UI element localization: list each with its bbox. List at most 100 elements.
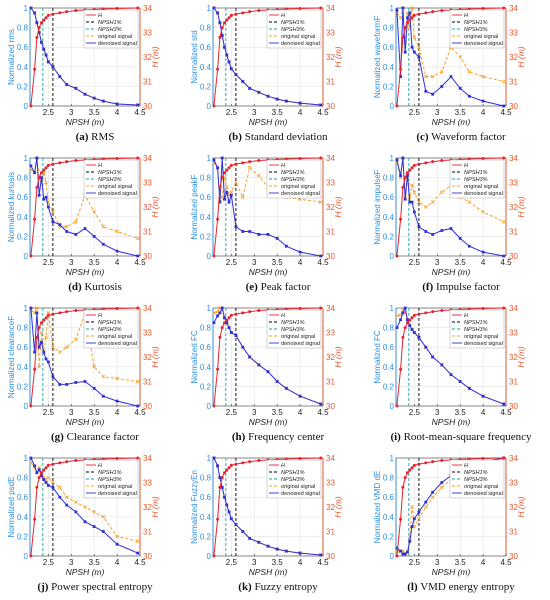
h-curve-point xyxy=(58,161,62,165)
denoised-signal-point xyxy=(220,486,224,489)
denoised-signal-point xyxy=(58,75,62,78)
y-axis-label: Normalized rms xyxy=(7,29,16,85)
denoised-signal-point xyxy=(227,60,231,64)
y2-axis-label: H (m) xyxy=(150,496,160,517)
y2-tick-label: 31 xyxy=(509,378,518,387)
caption-text: Frequency center xyxy=(245,431,324,443)
legend-entry: NPSH3% xyxy=(281,327,305,333)
denoised-signal-point xyxy=(225,190,229,194)
denoised-signal-point xyxy=(275,236,279,240)
h-curve-point xyxy=(319,456,323,460)
y-tick-label: 0.8 xyxy=(200,24,212,33)
y-tick-label: 0 xyxy=(390,102,395,111)
original-signal-point xyxy=(234,180,238,185)
denoised-signal-point xyxy=(220,34,224,37)
original-signal-point xyxy=(430,495,435,500)
h-curve-point xyxy=(284,457,288,461)
y2-axis-label: H (m) xyxy=(333,496,343,517)
h-curve-point xyxy=(222,21,226,25)
denoised-signal-point xyxy=(40,474,43,478)
h-curve-point xyxy=(44,166,48,170)
denoised-signal-point xyxy=(218,476,222,479)
denoised-signal-point xyxy=(74,381,78,384)
y-tick-label: 0.8 xyxy=(383,324,395,333)
denoised-signal-point xyxy=(257,90,261,94)
h-curve-point xyxy=(220,176,224,180)
h-curve-point xyxy=(216,217,220,221)
denoised-signal-point xyxy=(44,357,48,361)
subplot-9: 2.5 3 3.5 4 4.5 0 0.2 0.4 0.6 0.8 1 30 31 32 33 34 NPSH … xyxy=(373,304,532,443)
legend-entry: NPSH1% xyxy=(98,470,122,476)
denoised-signal-point xyxy=(410,525,414,528)
denoised-signal-point xyxy=(223,495,226,499)
y2-tick-label: 32 xyxy=(509,503,518,512)
h-curve-point xyxy=(39,471,43,475)
legend-entry: NPSH1% xyxy=(464,20,488,26)
legend-entry: NPSH3% xyxy=(281,477,305,483)
denoised-signal-point xyxy=(65,383,69,386)
denoised-signal-point xyxy=(257,363,261,367)
h-curve-point xyxy=(481,6,485,10)
h-curve-point xyxy=(33,517,37,521)
h-curve-point xyxy=(136,456,140,460)
denoised-signal-point xyxy=(481,394,485,398)
h-curve-point xyxy=(222,471,226,475)
y-tick-label: 0.8 xyxy=(17,474,29,483)
denoised-signal-point xyxy=(92,386,96,390)
h-curve-point xyxy=(51,12,55,16)
h-curve-point xyxy=(58,311,62,315)
x-tick-label: 4 xyxy=(115,558,120,567)
y2-tick-label: 34 xyxy=(509,154,518,163)
y-tick-label: 0 xyxy=(24,402,29,411)
caption-text: Impulse factor xyxy=(433,281,500,293)
x-tick-label: 4 xyxy=(115,258,120,267)
x-axis-label: NPSH (m) xyxy=(432,567,471,577)
y-axis-label: Normalized FC xyxy=(190,330,199,384)
y-tick-label: 0.2 xyxy=(383,382,395,391)
x-axis-label: NPSH (m) xyxy=(249,267,288,277)
x-tick-label: 2.5 xyxy=(43,258,55,267)
denoised-signal-point xyxy=(42,350,46,354)
denoised-signal-point xyxy=(234,225,238,228)
denoised-signal-point xyxy=(410,328,414,331)
denoised-signal-point xyxy=(467,94,471,98)
subplot-4: 2.5 3 3.5 4 4.5 0 0.2 0.4 0.6 0.8 1 30 31 32 33 34 NPSH … xyxy=(7,154,160,293)
denoised-signal-point xyxy=(440,363,444,367)
original-signal-point xyxy=(51,345,55,350)
y2-tick-label: 30 xyxy=(326,252,335,261)
x-tick-label: 4.5 xyxy=(317,408,329,417)
y2-tick-label: 33 xyxy=(326,29,335,38)
subplot-11: 2.5 3 3.5 4 4.5 0 0.2 0.4 0.6 0.8 1 30 31 32 33 34 NPSH … xyxy=(190,454,343,593)
y2-tick-label: 32 xyxy=(326,203,335,212)
h-curve-point xyxy=(37,26,41,30)
denoised-signal-point xyxy=(218,21,222,25)
legend-entry: original signal xyxy=(98,334,132,340)
h-curve-point xyxy=(424,11,428,15)
h-curve-point xyxy=(431,310,435,314)
legend-entry: NPSH1% xyxy=(281,320,305,326)
denoised-signal-point xyxy=(403,50,407,54)
denoised-signal-point xyxy=(417,55,421,59)
denoised-signal-point xyxy=(225,53,229,57)
h-curve-point xyxy=(417,462,421,466)
y-tick-label: 0.2 xyxy=(17,82,29,91)
y2-tick-label: 34 xyxy=(143,4,152,13)
y2-tick-label: 32 xyxy=(509,53,518,62)
y-tick-label: 0.4 xyxy=(17,363,29,372)
original-signal-point xyxy=(256,173,261,178)
x-tick-label: 4.5 xyxy=(317,258,329,267)
y-tick-label: 1 xyxy=(207,4,212,13)
denoised-signal-point xyxy=(29,6,33,10)
original-signal-point xyxy=(57,485,62,490)
caption-letter: (c) xyxy=(416,131,429,143)
h-curve-point xyxy=(35,485,39,489)
x-tick-label: 4 xyxy=(115,408,120,417)
original-signal-point xyxy=(410,505,414,509)
y-tick-label: 0.8 xyxy=(200,174,212,183)
denoised-signal-point xyxy=(275,547,279,551)
denoised-signal-point xyxy=(58,495,62,499)
